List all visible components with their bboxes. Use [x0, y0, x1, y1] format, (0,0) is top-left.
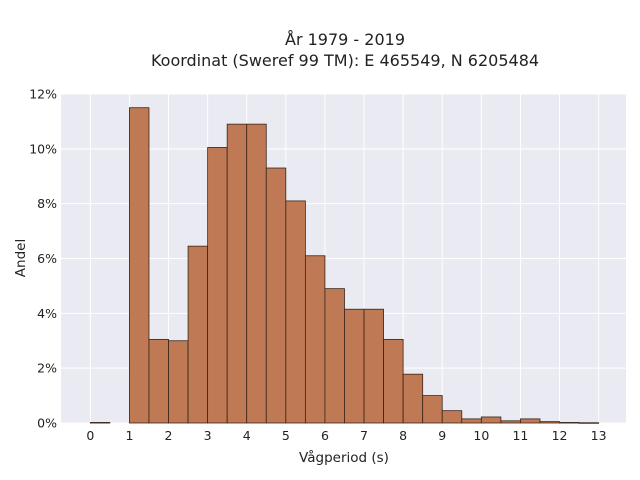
- x-tick-label: 4: [243, 428, 251, 443]
- histogram-bar: [363, 308, 384, 424]
- x-tick-label: 6: [321, 428, 329, 443]
- x-tick-label: 10: [473, 428, 489, 443]
- y-tick-label: 10%: [29, 141, 57, 156]
- x-tick-label: 7: [360, 428, 368, 443]
- histogram-bar: [520, 418, 541, 424]
- histogram-bar: [207, 147, 228, 424]
- histogram-bar: [480, 416, 502, 424]
- histogram-bar: [304, 255, 326, 424]
- y-tick-label: 12%: [29, 87, 57, 102]
- y-tick-label: 8%: [37, 196, 57, 211]
- histogram-bar: [226, 123, 248, 424]
- x-tick-label: 11: [512, 428, 528, 443]
- bar-layer: [89, 107, 600, 424]
- histogram-bar: [129, 107, 150, 424]
- x-tick-label: 1: [125, 428, 133, 443]
- x-tick-labels: 0 1 2 3 4 5 6 7 8 9 10 11 12 13: [86, 428, 606, 443]
- chart-title-line2: Koordinat (Sweref 99 TM): E 465549, N 62…: [151, 51, 539, 70]
- x-axis-label: Vågperiod (s): [299, 449, 389, 466]
- y-tick-label: 0%: [37, 416, 57, 431]
- y-tick-label: 4%: [37, 306, 57, 321]
- histogram-bar: [402, 373, 424, 424]
- y-tick-label: 2%: [37, 361, 57, 376]
- histogram-bar: [344, 308, 365, 424]
- histogram-bar: [559, 422, 580, 424]
- histogram-bar: [441, 410, 463, 424]
- x-tick-label: 3: [204, 428, 212, 443]
- x-tick-label: 0: [86, 428, 94, 443]
- histogram-bar: [89, 422, 111, 424]
- chart-title-line1: År 1979 - 2019: [285, 30, 405, 49]
- x-tick-label: 5: [282, 428, 290, 443]
- histogram-bar: [383, 338, 404, 424]
- histogram-bar: [246, 123, 267, 424]
- x-tick-label: 12: [552, 428, 568, 443]
- histogram-bar: [265, 167, 287, 424]
- histogram-bar: [500, 420, 521, 424]
- histogram-bar: [168, 340, 189, 424]
- x-tick-label: 2: [165, 428, 173, 443]
- histogram-bar: [324, 288, 345, 424]
- histogram-bar: [285, 200, 306, 424]
- histogram-bar: [461, 418, 482, 424]
- x-tick-label: 9: [438, 428, 446, 443]
- y-tick-labels: 0% 2% 4% 6% 8% 10% 12%: [29, 87, 57, 431]
- histogram-bar: [148, 338, 169, 424]
- x-tick-label: 13: [591, 428, 607, 443]
- histogram-bar: [187, 245, 209, 424]
- histogram-bar: [578, 422, 600, 424]
- y-tick-label: 6%: [37, 251, 57, 266]
- x-tick-label: 8: [399, 428, 407, 443]
- y-axis-label: Andel: [13, 239, 29, 277]
- histogram-bar: [539, 421, 560, 424]
- histogram-bar: [422, 395, 443, 424]
